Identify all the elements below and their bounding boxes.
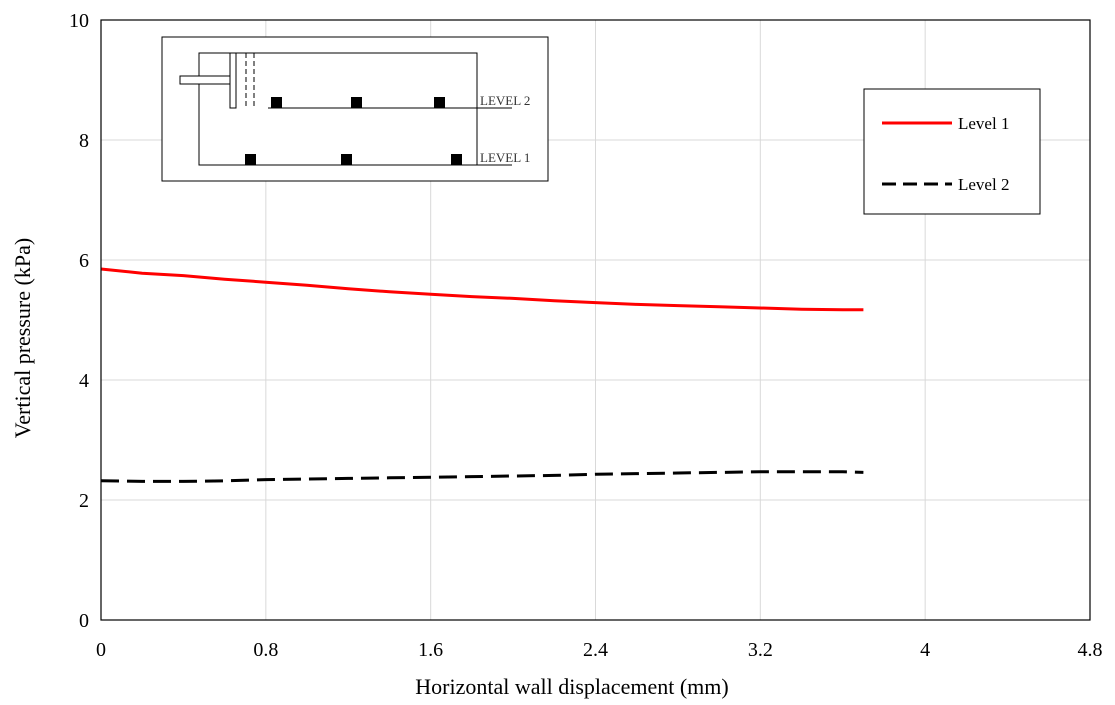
x-tick-label: 4 [920, 639, 930, 661]
x-tick-label: 3.2 [748, 639, 773, 661]
inset-sensor-l2-1 [271, 97, 282, 108]
inset-sensor-l1-3 [451, 154, 462, 165]
inset-sensor-l1-1 [245, 154, 256, 165]
x-tick-label: 0 [96, 639, 106, 661]
series-line-level-2 [100, 470, 864, 483]
y-tick-label: 4 [79, 370, 89, 392]
x-tick-label: 2.4 [583, 639, 608, 661]
legend-box [863, 88, 1041, 215]
series-line-level-1 [100, 267, 864, 312]
y-tick-label: 6 [79, 250, 89, 272]
inset-anchor-bar [179, 75, 233, 85]
y-tick-label: 2 [79, 490, 89, 512]
inset-wall [229, 52, 237, 109]
y-tick-label: 10 [69, 10, 89, 32]
inset-frame [161, 36, 549, 182]
plot-frame [100, 19, 1091, 621]
y-tick-label: 0 [79, 610, 89, 632]
x-tick-label: 1.6 [418, 639, 443, 661]
inset-sensor-l1-2 [341, 154, 352, 165]
x-axis-title: Horizontal wall displacement (mm) [415, 674, 728, 699]
x-tick-label: 0.8 [253, 639, 278, 661]
legend: Level 1 Level 2 [863, 88, 1041, 215]
inset-label-level2: LEVEL 2 [480, 93, 530, 108]
x-tick-label: 4.8 [1078, 639, 1103, 661]
inset-label-level1: LEVEL 1 [480, 150, 530, 165]
inset-diagram: LEVEL 2 LEVEL 1 [161, 36, 549, 182]
tick-labels: 0 0.8 1.6 2.4 3.2 4 4.8 0 2 4 6 8 10 [69, 10, 1103, 661]
series-lines [100, 267, 864, 483]
legend-label-level-2: Level 2 [958, 175, 1009, 194]
inset-sensor-l2-2 [351, 97, 362, 108]
y-tick-label: 8 [79, 130, 89, 152]
y-axis-title: Vertical pressure (kPa) [10, 238, 35, 438]
inset-sensor-l2-3 [434, 97, 445, 108]
legend-label-level-1: Level 1 [958, 114, 1009, 133]
